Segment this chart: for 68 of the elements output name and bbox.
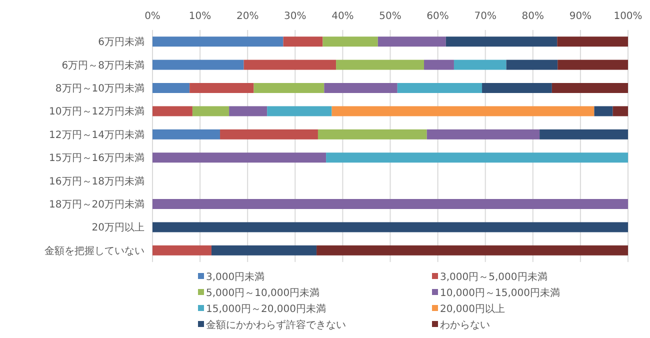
x-tick-label: 70% [474, 11, 496, 22]
bar [378, 36, 446, 47]
x-tick-label: 40% [332, 11, 354, 22]
y-tick-label: 6万円～8万円未満 [62, 59, 144, 72]
bar [324, 83, 398, 93]
bar [229, 106, 268, 116]
bar [318, 129, 427, 140]
y-tick-label: 8万円～10万円未満 [55, 82, 144, 94]
bar [594, 106, 613, 116]
bar [152, 60, 244, 70]
legend-label: 金額にかかわらず許容できない [206, 319, 346, 331]
bar [557, 36, 628, 47]
x-tick-label: 0% [144, 11, 160, 22]
y-tick-label: 20万円以上 [92, 222, 144, 234]
y-tick-label: 金額を把握していない [44, 244, 144, 257]
y-tick-label: 10万円～12万円未満 [49, 106, 144, 118]
bar [192, 106, 230, 116]
legend-label: わからない [440, 320, 490, 331]
legend-label: 3,000円未満 [206, 271, 265, 283]
x-tick-label: 20% [236, 11, 259, 22]
y-tick-label: 6万円未満 [98, 36, 144, 48]
x-tick-label: 60% [426, 11, 449, 22]
bar [454, 60, 506, 70]
bar [316, 245, 628, 256]
legend-label: 20,000円以上 [440, 303, 505, 315]
bar [332, 106, 594, 116]
x-tick-label: 80% [522, 11, 544, 22]
bar [220, 129, 318, 140]
bar [267, 106, 332, 116]
bar [254, 83, 324, 93]
bar [283, 36, 323, 47]
bar [482, 83, 552, 93]
bar [152, 83, 190, 93]
bar [152, 222, 628, 232]
bar [190, 83, 254, 93]
bar [552, 83, 628, 93]
y-tick-label: 18万円～20万円未満 [49, 198, 144, 210]
bar [336, 60, 424, 70]
x-tick-label: 10% [188, 11, 212, 22]
bar [152, 36, 284, 47]
bar [612, 106, 628, 116]
bar [506, 60, 558, 70]
y-tick-label: 15万円～16万円未満 [49, 152, 144, 164]
bar [424, 60, 454, 70]
legend-label: 5,000円～10,000円未満 [206, 287, 320, 299]
bar [152, 152, 326, 163]
bar [152, 106, 192, 116]
bar [426, 129, 540, 140]
y-tick-label: 12万円～14万円未満 [49, 128, 144, 141]
bar [322, 36, 378, 47]
bar [152, 129, 220, 140]
bar [152, 199, 628, 209]
x-tick-label: 30% [284, 11, 306, 22]
bar [558, 60, 628, 70]
bar [152, 245, 212, 256]
bar [244, 60, 336, 70]
legend-label: 3,000円～5,000円未満 [440, 271, 548, 283]
x-tick-label: 100% [614, 11, 642, 22]
y-tick-label: 16万円～18万円未満 [49, 175, 144, 188]
bar [446, 36, 558, 47]
bar [326, 152, 628, 163]
bar [540, 129, 628, 140]
bar [397, 83, 482, 93]
x-tick-label: 90% [569, 11, 592, 22]
bar [211, 245, 317, 256]
legend-label: 15,000円～20,000円未満 [206, 303, 326, 315]
x-tick-label: 50% [379, 11, 402, 22]
legend-label: 10,000円～15,000円未満 [440, 287, 560, 299]
